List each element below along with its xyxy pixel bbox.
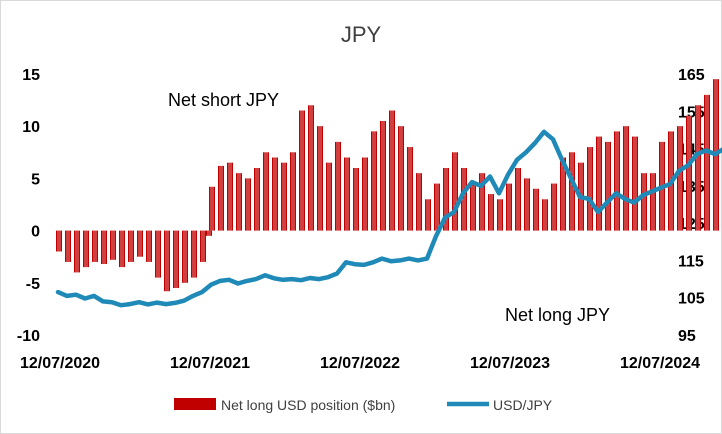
bar — [209, 186, 215, 231]
legend-bar-label: Net long USD position ($bn) — [221, 397, 395, 413]
bar — [146, 230, 152, 262]
bar — [497, 199, 503, 231]
bar — [425, 199, 431, 231]
bar — [326, 162, 332, 231]
bar — [56, 230, 62, 252]
bar — [479, 173, 485, 231]
bar — [704, 94, 710, 231]
bar — [272, 157, 278, 231]
legend-bar-swatch — [174, 398, 216, 410]
bar — [92, 230, 98, 262]
bar — [362, 157, 368, 231]
bar — [155, 230, 161, 278]
bar — [206, 230, 212, 236]
bar — [227, 162, 233, 231]
bar — [335, 141, 341, 231]
bar — [560, 157, 566, 231]
right-tick-label: 105 — [678, 291, 705, 308]
bar — [686, 115, 692, 231]
bar — [281, 162, 287, 231]
bar — [74, 230, 80, 273]
bar — [236, 173, 242, 231]
bar — [470, 183, 476, 231]
bar — [263, 152, 269, 231]
left-tick-label: -10 — [17, 328, 40, 345]
bar — [299, 110, 305, 231]
bar — [65, 230, 71, 262]
bar — [119, 230, 125, 268]
bar — [524, 178, 530, 231]
bar — [290, 152, 296, 231]
bar — [245, 178, 251, 231]
bar — [551, 183, 557, 231]
legend-line-label: USD/JPY — [493, 397, 553, 413]
bar — [164, 230, 170, 292]
bar — [695, 105, 701, 231]
bar — [380, 121, 386, 231]
x-tick-label: 12/07/2024 — [620, 355, 700, 372]
bar — [587, 147, 593, 231]
x-tick-label: 12/07/2020 — [20, 355, 100, 372]
right-tick-label: 165 — [678, 67, 705, 84]
bar — [371, 131, 377, 231]
bar — [506, 183, 512, 231]
bar — [416, 173, 422, 231]
chart-title: JPY — [341, 22, 382, 47]
bar — [533, 188, 539, 231]
bar — [605, 141, 611, 231]
bar — [101, 230, 107, 264]
bar — [110, 230, 116, 260]
left-tick-label: 10 — [22, 119, 40, 136]
bar — [596, 136, 602, 231]
x-tick-label: 12/07/2021 — [170, 355, 250, 372]
left-tick-label: 15 — [22, 67, 40, 84]
bar — [317, 126, 323, 231]
x-axis: 12/07/2020 12/07/2021 12/07/2022 12/07/2023… — [20, 355, 700, 372]
left-axis: 15 10 5 0 -5 -10 — [17, 67, 40, 345]
bar — [443, 168, 449, 231]
bar — [650, 173, 656, 231]
legend: Net long USD position ($bn) USD/JPY — [174, 397, 553, 413]
bar — [200, 230, 206, 262]
x-tick-label: 12/07/2023 — [470, 355, 550, 372]
bar — [614, 131, 620, 231]
right-tick-label: 115 — [678, 253, 704, 270]
usd-jpy-line — [55, 129, 722, 308]
bar — [254, 168, 260, 231]
bar — [542, 199, 548, 231]
bar — [191, 230, 197, 278]
bar — [452, 152, 458, 231]
left-tick-label: 0 — [31, 224, 40, 241]
bar — [218, 165, 224, 231]
bar — [677, 126, 683, 231]
x-tick-label: 12/07/2022 — [320, 355, 400, 372]
left-tick-label: 5 — [31, 171, 40, 188]
annotation-net-long: Net long JPY — [505, 305, 610, 325]
right-tick-label: 95 — [678, 328, 696, 345]
bar — [182, 230, 188, 283]
bar — [434, 183, 440, 231]
bar — [407, 147, 413, 231]
bar — [515, 168, 521, 231]
bar — [128, 230, 134, 262]
bar — [623, 126, 629, 231]
bar — [83, 230, 89, 268]
bar — [353, 168, 359, 231]
annotation-net-short: Net short JPY — [168, 90, 279, 110]
left-tick-label: -5 — [26, 276, 40, 293]
bar — [569, 152, 575, 231]
bar — [308, 105, 314, 231]
bar — [488, 194, 494, 231]
bar — [389, 110, 395, 231]
bar — [632, 136, 638, 231]
bar — [344, 157, 350, 231]
bar — [173, 230, 179, 288]
bar — [137, 230, 143, 257]
bar — [398, 126, 404, 231]
bar — [641, 173, 647, 231]
bar — [461, 168, 467, 231]
